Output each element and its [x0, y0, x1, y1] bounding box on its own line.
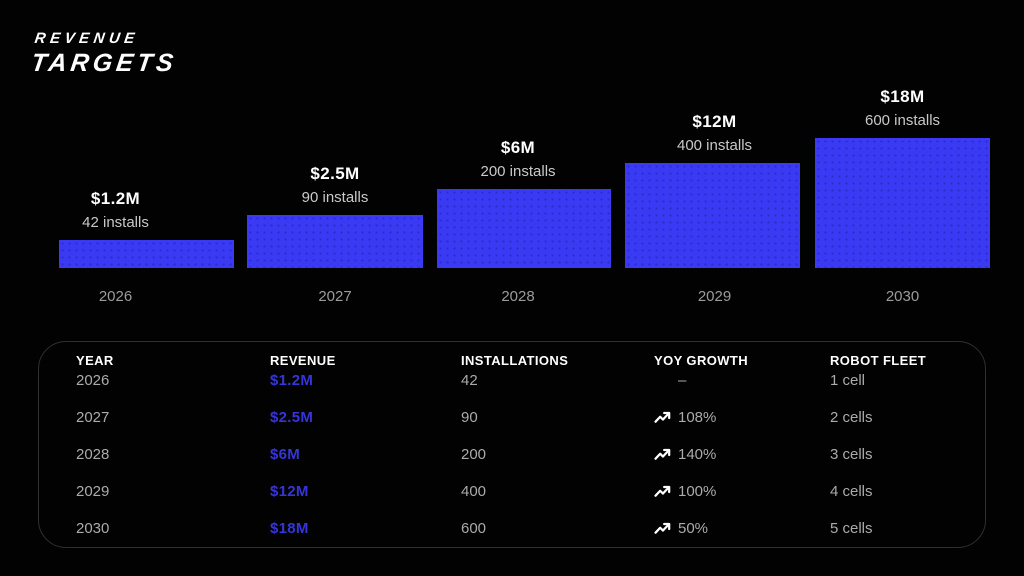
yoy-growth-value: 140% — [678, 446, 717, 463]
bar-labels-2028: $6M 200 installs — [480, 138, 555, 180]
bar-labels-2026: $1.2M 42 installs — [82, 189, 149, 231]
table-row-2030: 2030 $18M 600 50% 5 cells — [76, 510, 985, 547]
cell-robot-fleet: 1 cell — [830, 372, 866, 389]
x-axis-label-2026: 2026 — [98, 288, 133, 305]
table-row-2026: 2026 $1.2M 42 – 1 cell — [76, 362, 985, 399]
table-header-row: YEAR REVENUE INSTALLATIONS YOY GROWTH RO… — [76, 351, 985, 369]
table-row-2029: 2029 $12M 400 100% 4 cells — [76, 473, 985, 510]
bar-installs-label: 600 installs — [864, 112, 941, 129]
table-header-revenue: REVENUE — [270, 352, 336, 368]
bar-installs-label: 400 installs — [676, 137, 753, 154]
table-row-2027: 2027 $2.5M 90 108% 2 cells — [76, 399, 985, 436]
cell-revenue: $18M — [270, 520, 309, 537]
yoy-growth-value: 100% — [678, 483, 717, 500]
cell-year: 2030 — [76, 520, 110, 537]
x-axis-label-2028: 2028 — [501, 288, 535, 305]
table-header-year: YEAR — [76, 352, 114, 368]
bar-value-label: $18M — [880, 87, 925, 106]
bar-2029 — [625, 163, 800, 268]
x-axis-label-2027: 2027 — [318, 288, 352, 305]
cell-installations: 42 — [461, 372, 478, 389]
bar-2028 — [437, 189, 611, 268]
bar-2026 — [59, 240, 234, 268]
cell-yoy-growth: 50% — [654, 520, 830, 537]
cell-year: 2029 — [76, 483, 110, 500]
bar-labels-2030: $18M 600 installs — [865, 87, 940, 129]
cell-installations: 90 — [461, 409, 478, 426]
yoy-growth-value: – — [678, 372, 687, 389]
revenue-table: YEAR REVENUE INSTALLATIONS YOY GROWTH RO… — [38, 341, 986, 548]
trending-up-icon — [654, 522, 671, 535]
cell-revenue: $1.2M — [270, 372, 314, 389]
cell-robot-fleet: 3 cells — [830, 446, 873, 463]
cell-installations: 400 — [461, 483, 487, 500]
table-header-robot-fleet: ROBOT FLEET — [830, 352, 927, 368]
cell-robot-fleet: 5 cells — [830, 520, 873, 537]
bar-value-label: $2.5M — [310, 164, 360, 183]
cell-year: 2026 — [76, 372, 110, 389]
yoy-growth-value: 108% — [678, 409, 717, 426]
bar-installs-label: 42 installs — [82, 214, 149, 231]
yoy-growth-value: 50% — [678, 520, 709, 537]
cell-revenue: $6M — [270, 446, 301, 463]
trending-up-icon — [654, 448, 671, 461]
bar-installs-label: 90 installs — [301, 189, 369, 206]
table-body: 2026 $1.2M 42 – 1 cell 2027 $2.5M 90 108% 2 cells… — [76, 362, 985, 547]
table-header-yoy-growth: YOY GROWTH — [654, 352, 749, 368]
cell-yoy-growth: 140% — [654, 446, 830, 463]
bar-labels-2029: $12M 400 installs — [677, 112, 752, 154]
cell-yoy-growth: 100% — [654, 483, 830, 500]
cell-robot-fleet: 4 cells — [830, 483, 873, 500]
table-row-2028: 2028 $6M 200 140% 3 cells — [76, 436, 985, 473]
cell-revenue: $2.5M — [270, 409, 314, 426]
cell-robot-fleet: 2 cells — [830, 409, 873, 426]
bar-value-label: $12M — [692, 112, 737, 131]
x-axis-label-2030: 2030 — [885, 288, 920, 305]
cell-installations: 600 — [461, 520, 487, 537]
revenue-bar-chart: $1.2M 42 installs 2026 $2.5M 90 installs 2027… — [59, 87, 990, 305]
cell-yoy-growth: 108% — [654, 409, 830, 426]
bar-installs-label: 200 installs — [480, 163, 556, 180]
cell-year: 2028 — [76, 446, 110, 463]
cell-installations: 200 — [461, 446, 487, 463]
bar-labels-2027: $2.5M 90 installs — [302, 164, 369, 206]
cell-yoy-growth: – — [654, 372, 830, 389]
trending-up-icon — [654, 485, 671, 498]
table-header-installations: INSTALLATIONS — [461, 352, 569, 368]
trending-up-icon — [654, 411, 671, 424]
x-axis-label-2029: 2029 — [697, 288, 732, 305]
bar-2030 — [815, 138, 990, 268]
bar-2027 — [247, 215, 423, 268]
cell-revenue: $12M — [270, 483, 309, 500]
bar-value-label: $6M — [500, 138, 536, 157]
bar-value-label: $1.2M — [90, 189, 141, 208]
cell-year: 2027 — [76, 409, 110, 426]
